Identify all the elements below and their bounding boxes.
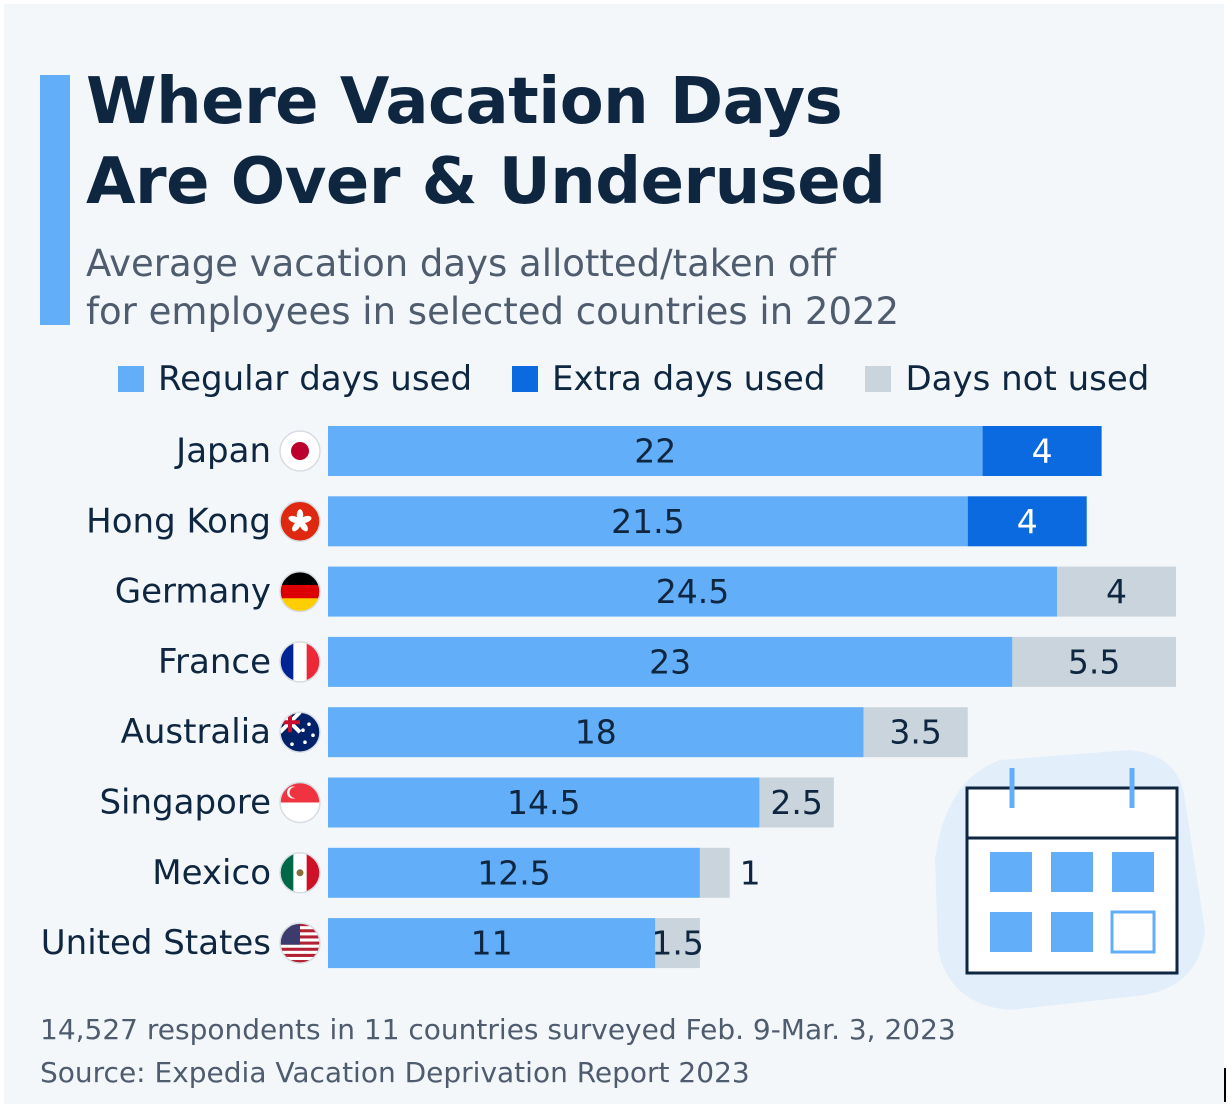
bar-days-not-used — [863, 707, 968, 758]
legend-item-extra: Extra days used — [512, 359, 825, 399]
bar-regular-days — [328, 426, 983, 476]
calendar-icon — [935, 750, 1205, 1010]
category-label: United States — [41, 923, 271, 963]
bar-label-not-used: 3.5 — [889, 713, 941, 752]
bar-regular-days — [328, 566, 1057, 617]
japan-flag-icon — [279, 430, 321, 472]
bar-label-regular: 21.5 — [611, 502, 684, 541]
bar-days-not-used — [655, 918, 700, 969]
bar-extra-days — [967, 496, 1087, 547]
legend-swatch-not-used — [865, 366, 892, 392]
bar-regular-days — [328, 707, 864, 758]
category-label: Mexico — [152, 853, 271, 893]
australia-flag-icon — [279, 711, 321, 753]
legend-swatch-regular — [118, 366, 144, 392]
category-label: Germany — [115, 572, 271, 612]
bar-days-not-used — [759, 777, 834, 828]
hong-kong-flag-icon — [279, 500, 321, 543]
legend-label-extra: Extra days used — [552, 359, 826, 399]
legend-label-regular: Regular days used — [158, 359, 473, 399]
title-line-1: Where Vacation Days — [86, 65, 843, 139]
bar-label-regular: 14.5 — [507, 783, 580, 822]
bar-label-regular: 24.5 — [656, 572, 729, 611]
bar-regular-days — [328, 777, 760, 828]
bar-label-regular: 22 — [634, 432, 676, 471]
singapore-flag-icon — [279, 781, 321, 824]
bar-label-not-used: 1 — [740, 853, 761, 892]
bar-extra-days — [982, 426, 1102, 476]
title-line-2: Are Over & Underused — [86, 145, 886, 219]
bar-label-not-used: 5.5 — [1068, 642, 1120, 681]
subtitle-line-2: for employees in selected countries in 2… — [86, 290, 900, 333]
bar-label-not-used: 1.5 — [651, 924, 703, 963]
chart-footer: 14,527 respondents in 11 countries surve… — [40, 1008, 956, 1094]
bar-label-extra: 4 — [1017, 502, 1038, 541]
bar-regular-days — [328, 918, 656, 969]
bar-days-not-used — [699, 847, 730, 898]
mexico-flag-icon — [279, 852, 321, 894]
bar-days-not-used — [1012, 636, 1176, 687]
legend-item-regular: Regular days used — [118, 359, 472, 399]
bar-label-regular: 18 — [575, 713, 617, 752]
bar-label-regular: 23 — [649, 642, 691, 681]
bar-regular-days — [328, 847, 700, 898]
bar-label-not-used: 2.5 — [770, 783, 822, 822]
title-accent-bar — [40, 75, 70, 325]
stacked-bar-chart: Japan 22 4 Hong Kong 21.5 4 Germany 24.5 4 France… — [41, 426, 1176, 969]
category-label: Singapore — [99, 783, 271, 823]
category-label: Hong Kong — [86, 501, 271, 541]
legend-item-not-used: Days not used — [865, 359, 1149, 399]
subtitle-line-1: Average vacation days allotted/taken off — [86, 242, 837, 285]
category-label: France — [158, 642, 271, 682]
bar-regular-days — [328, 636, 1013, 687]
bar-days-not-used — [1056, 566, 1176, 617]
united-states-flag-icon — [279, 922, 321, 964]
footer-source: Source: Expedia Vacation Deprivation Rep… — [40, 1056, 750, 1089]
bar-label-regular: 11 — [471, 924, 513, 963]
france-flag-icon — [279, 641, 321, 683]
chart-title: Where Vacation Days Are Over & Underused — [86, 62, 886, 222]
legend-label-not-used: Days not used — [905, 359, 1150, 399]
category-label: Australia — [121, 712, 271, 752]
bar-regular-days — [328, 496, 968, 547]
legend-swatch-extra — [512, 366, 539, 392]
chart-legend: Regular days used Extra days used Days n… — [118, 356, 1189, 402]
category-label: Japan — [174, 431, 271, 471]
footer-note: 14,527 respondents in 11 countries surve… — [40, 1013, 956, 1046]
chart-subtitle: Average vacation days allotted/taken off… — [86, 240, 899, 336]
germany-flag-icon — [279, 570, 321, 613]
bar-label-not-used: 4 — [1106, 572, 1127, 611]
bar-label-regular: 12.5 — [477, 853, 550, 892]
text-cursor — [1224, 1068, 1226, 1102]
bar-label-extra: 4 — [1032, 432, 1053, 471]
